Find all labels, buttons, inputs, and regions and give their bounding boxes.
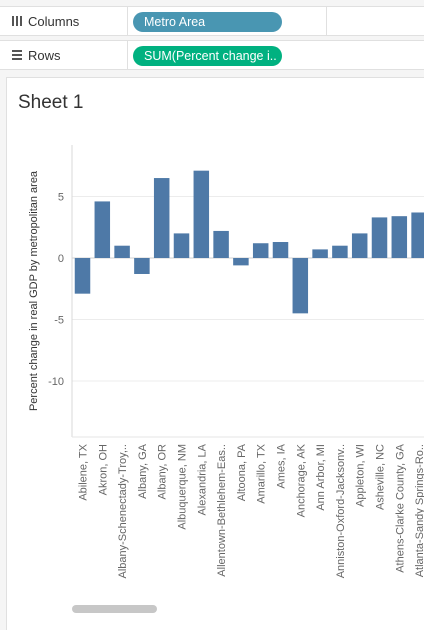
bar [292, 258, 309, 314]
bar [74, 258, 91, 294]
bar [173, 233, 190, 258]
x-tick-label: Albuquerque, NM [177, 444, 189, 530]
x-tick-label: Athens-Clarke County, GA [394, 443, 406, 572]
bar [371, 217, 388, 258]
y-tick-label: 5 [58, 192, 64, 204]
y-tick-label: -10 [48, 376, 64, 388]
columns-label: Columns [28, 13, 80, 29]
x-tick-label: Amarillo, TX [256, 443, 268, 503]
rows-icon [6, 49, 28, 61]
sheet-area: Sheet 1 [6, 77, 424, 630]
bar [233, 258, 249, 266]
bar [391, 216, 408, 258]
sum-percent-change-pill[interactable]: SUM(Percent change i.. [133, 46, 282, 66]
y-axis-label: Percent change in real GDP by metropolit… [28, 170, 40, 411]
x-tick-label: Anchorage, AK [295, 443, 307, 517]
columns-shelf: Columns Metro Area [0, 6, 424, 36]
metro-area-pill[interactable]: Metro Area [133, 12, 282, 32]
x-tick-label: Anniston-Oxford-Jacksonv.. [335, 444, 347, 578]
columns-icon [6, 15, 28, 27]
horizontal-scrollbar[interactable] [72, 605, 424, 613]
x-tick-label: Atlanta-Sandy Springs-Ro.. [414, 444, 424, 577]
x-tick-label: Ames, IA [276, 443, 288, 488]
bar [213, 230, 229, 258]
x-tick-label: Abilene, TX [78, 443, 90, 500]
scrollbar-thumb[interactable] [72, 605, 157, 613]
bar [193, 170, 210, 258]
bar [252, 243, 269, 258]
bar [94, 201, 111, 258]
x-tick-label: Altoona, PA [236, 443, 248, 501]
rows-shelf-label: Rows [0, 41, 128, 69]
bar [351, 233, 368, 258]
bar [153, 178, 170, 258]
bar [312, 249, 328, 258]
rows-shelf: Rows SUM(Percent change i.. [0, 40, 424, 70]
bar [411, 212, 424, 258]
y-tick-label: -5 [54, 315, 64, 327]
x-tick-label: Asheville, NC [375, 444, 387, 510]
x-tick-label: Allentown-Bethlehem-Eas.. [216, 444, 228, 577]
x-tick-label: Akron, OH [97, 444, 109, 495]
x-tick-label: Ann Arbor, MI [315, 444, 327, 511]
x-tick-label: Albany, OR [157, 444, 169, 499]
x-tick-label: Appleton, WI [355, 444, 367, 507]
bar [134, 258, 150, 274]
columns-shelf-label: Columns [0, 7, 128, 35]
columns-shelf-divider [326, 7, 327, 35]
y-tick-label: 0 [58, 253, 64, 265]
x-tick-label: Albany, GA [137, 443, 149, 498]
bar [332, 245, 348, 258]
bar [114, 245, 130, 258]
rows-label: Rows [28, 47, 61, 63]
sheet-title: Sheet 1 [18, 92, 84, 113]
x-tick-label: Albany-Schenectady-Troy,.. [117, 444, 129, 579]
x-tick-label: Alexandria, LA [196, 443, 208, 515]
bar [272, 242, 289, 258]
